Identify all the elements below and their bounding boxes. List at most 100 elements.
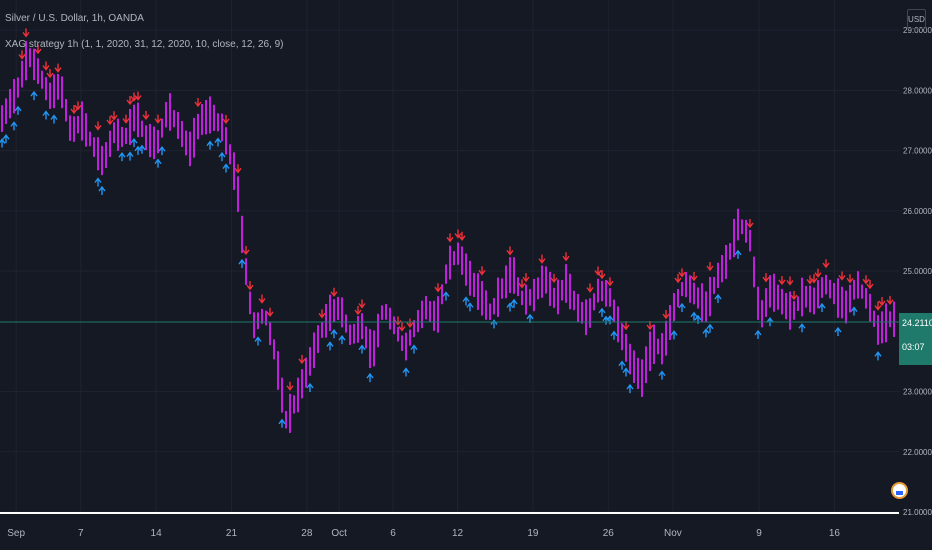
price-bar [169,93,171,131]
price-bar [793,301,795,320]
price-bar [385,304,387,320]
bar-countdown: 03:07 [902,342,925,352]
price-bar [113,122,115,144]
price-tick-label: 27.00000 [903,147,932,156]
buy-arrow-icon [238,258,246,269]
price-bar [865,288,867,309]
price-bar [305,357,307,388]
price-bar [881,311,883,344]
price-bar [673,293,675,321]
sell-arrow-icon [550,273,558,284]
buy-arrow-icon [358,344,366,354]
price-bar [37,58,39,84]
sell-arrow-icon [54,63,62,73]
price-bar [685,272,687,298]
price-bar [109,130,111,157]
currency-button[interactable]: USD [907,9,926,29]
buy-arrow-icon [306,382,314,392]
price-bar [1,105,3,132]
price-bar [705,291,707,323]
price-bar [633,350,635,383]
price-bar [521,290,523,306]
price-bar [153,126,155,160]
price-bar [417,310,419,333]
time-tick-label: Nov [664,528,682,539]
sell-arrow-icon [586,283,594,293]
price-bar [201,103,203,135]
price-bar [645,346,647,384]
price-bar [349,324,351,345]
price-bar [577,294,579,323]
price-bar [861,284,863,299]
price-bar [717,262,719,288]
price-bar [805,286,807,308]
price-bar [177,111,179,139]
price-bar [653,324,655,364]
price-bar [873,310,875,327]
price-bar [261,308,263,324]
buy-arrow-icon [30,90,38,101]
price-bar [817,280,819,309]
price-bar [89,131,91,147]
price-bar [893,301,895,337]
price-bar [97,137,99,171]
price-tick-label: 29.00000 [903,26,932,35]
price-bar [745,219,747,243]
buy-arrow-icon [506,302,514,312]
buy-arrow-icon [254,336,262,346]
price-bar [121,126,123,147]
price-tick-label: 22.00000 [903,448,932,457]
price-bar [449,245,451,280]
price-bar [369,329,371,369]
price-bar [553,287,555,308]
buy-arrow-icon [0,138,6,148]
sell-arrow-icon [110,111,118,121]
price-bar [21,60,23,88]
price-bar [105,142,107,168]
sell-arrow-icon [886,295,894,306]
buy-arrow-icon [850,306,858,316]
price-bar [137,102,139,138]
price-bar [565,264,567,303]
price-bar [69,115,71,141]
price-bar [437,296,439,333]
price-bar [797,296,799,312]
price-bar [517,277,519,297]
price-bar [761,300,763,328]
sell-arrow-icon [354,305,362,316]
price-bar [525,284,527,315]
buy-arrow-icon [10,121,18,131]
sell-arrow-icon [22,28,30,38]
sell-arrow-icon [318,309,326,319]
price-bar [561,279,563,301]
buy-arrow-icon [130,137,138,148]
buy-arrow-icon [118,152,126,162]
price-bar [765,288,767,317]
buy-arrow-icon [98,185,106,196]
price-bar [801,277,803,317]
price-bar [529,289,531,306]
price-bar [569,273,571,310]
price-bar [61,76,63,109]
price-bar [829,279,831,299]
price-bar [549,271,551,306]
tradingview-logo-icon[interactable] [891,482,908,499]
price-bar [149,123,151,158]
price-bar [749,229,751,252]
sell-arrow-icon [562,252,570,262]
price-bar [197,113,199,140]
price-bar [501,278,503,299]
buy-arrow-icon [126,151,134,161]
strategy-legend[interactable]: XAG strategy 1h (1, 1, 2020, 31, 12, 202… [5,39,284,50]
price-bar [173,110,175,128]
buy-arrow-icon [706,323,714,333]
price-bar [293,395,295,414]
buy-arrow-icon [366,372,374,383]
price-bar [585,299,587,336]
sell-arrow-icon [126,96,134,106]
price-bar [637,357,639,389]
price-bar [473,272,475,297]
price-bar [709,276,711,317]
price-bar [813,287,815,315]
